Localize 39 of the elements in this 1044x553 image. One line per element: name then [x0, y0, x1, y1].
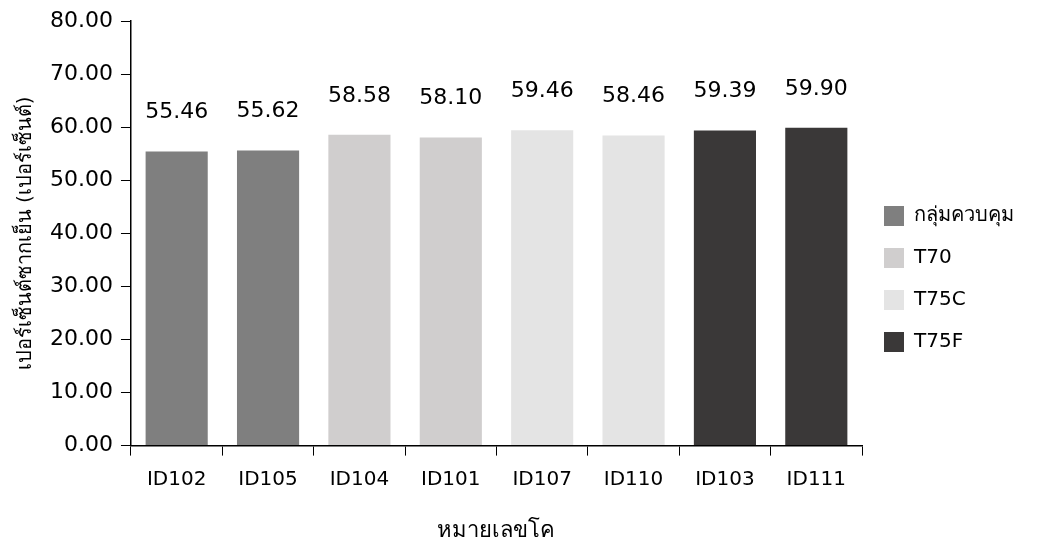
data-label: 58.10	[419, 84, 483, 110]
legend-label: T75C	[913, 286, 966, 311]
bar	[785, 127, 848, 446]
bar	[328, 134, 391, 446]
data-label: 59.90	[784, 74, 848, 100]
bar	[236, 150, 300, 446]
y-axis-title: เปอร์เซ็นต์ซากเย็น (เปอร์เซ็นต์)	[11, 96, 37, 371]
x-axis-title: หมายเลขโค	[437, 516, 556, 542]
x-tick-label: ID111	[786, 465, 847, 490]
legend-label: กลุ่มควบคุม	[914, 202, 1014, 228]
x-tick-label: ID110	[603, 465, 664, 490]
y-tick-label: 40.00	[50, 219, 113, 245]
data-label: 55.46	[145, 98, 209, 124]
y-tick-label: 70.00	[50, 59, 113, 85]
x-tick-label: ID105	[238, 465, 298, 490]
legend-label: T70	[913, 244, 952, 269]
x-tick-label: ID102	[146, 465, 207, 490]
data-label: 58.58	[327, 81, 391, 107]
data-label: 59.46	[510, 76, 574, 102]
y-tick-label: 10.00	[50, 378, 113, 404]
y-tick-label: 20.00	[50, 325, 113, 351]
data-label: 58.46	[602, 82, 666, 108]
data-label: 59.39	[693, 77, 757, 103]
y-tick-label: 30.00	[50, 272, 113, 298]
y-tick-label: 50.00	[50, 166, 113, 192]
bar	[511, 130, 574, 446]
x-tick-label: ID101	[421, 465, 481, 490]
y-tick-label: 80.00	[50, 6, 113, 32]
y-tick-label: 60.00	[50, 113, 113, 139]
y-tick-label: 0.00	[64, 431, 113, 457]
bar	[145, 151, 208, 446]
data-label: 55.62	[236, 97, 300, 123]
legend-label: T75F	[913, 328, 964, 353]
bar	[693, 130, 756, 446]
x-tick-label: ID104	[329, 465, 390, 490]
bar	[602, 135, 665, 446]
x-tick-label: ID103	[695, 465, 755, 490]
x-tick-label: ID107	[512, 465, 572, 490]
bar	[419, 137, 482, 446]
